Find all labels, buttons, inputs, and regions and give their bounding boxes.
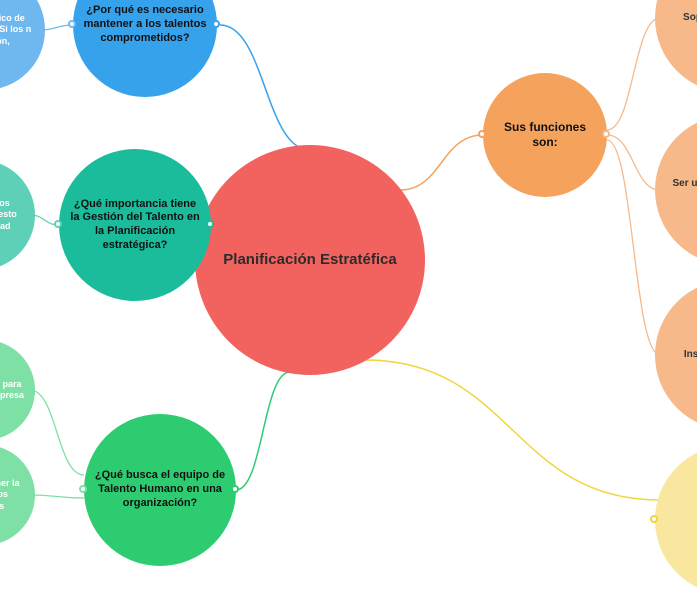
connection-port (212, 20, 220, 28)
connection-port (602, 130, 610, 138)
branch-equipo-child-1[interactable]: mentar y ener la acia de los oradores (0, 445, 35, 545)
connection-port (68, 20, 76, 28)
branch-equipo-child-1-label: mentar y ener la acia de los oradores (0, 478, 25, 512)
branch-funciones-child-0[interactable]: Soporte para la tom (655, 0, 697, 93)
center-node-label: Planificación Estratéfica (223, 251, 396, 270)
connection-port (650, 515, 658, 523)
branch-equipo-child-0[interactable]: rar el HC rio para la idad de la presa (0, 340, 35, 440)
branch-funciones-child-0-label: Soporte para la tom (683, 12, 697, 25)
branch-porque-label: ¿Por qué es necesario mantener a los tal… (83, 4, 207, 45)
branch-porque-child-0-label: dos para tégico de pueda influye Si los … (0, 13, 35, 47)
branch-equipo[interactable]: ¿Qué busca el equipo de Talento Humano e… (84, 414, 236, 566)
connection-port (79, 485, 87, 493)
connection-port (54, 220, 62, 228)
center-node[interactable]: Planificación Estratéfica (195, 145, 425, 375)
branch-porque[interactable]: ¿Por qué es necesario mantener a los tal… (73, 0, 217, 97)
connection-port (478, 130, 486, 138)
branch-importancia-child-0[interactable]: icar las de los iscando que esto mayor o… (0, 160, 35, 270)
branch-importancia[interactable]: ¿Qué importancia tiene la Gestión del Ta… (59, 149, 211, 301)
branch-importancia-child-0-label: icar las de los iscando que esto mayor o… (0, 198, 25, 232)
branch-funciones-child-2-label: Instrumento de mej (684, 349, 697, 362)
branch-porque-child-0[interactable]: dos para tégico de pueda influye Si los … (0, 0, 45, 90)
branch-funciones-label: Sus funciones son: (493, 120, 597, 150)
branch-funciones-child-2[interactable]: Instrumento de mej (655, 280, 697, 430)
branch-mision[interactable]: Misión (655, 445, 697, 595)
branch-funciones[interactable]: Sus funciones son: (483, 73, 607, 197)
branch-equipo-label: ¿Qué busca el equipo de Talento Humano e… (94, 469, 226, 510)
branch-funciones-child-1-label: Ser una base par planes operativo (665, 178, 697, 203)
connection-port (206, 220, 214, 228)
branch-equipo-child-0-label: rar el HC rio para la idad de la presa (0, 379, 25, 402)
branch-funciones-child-1[interactable]: Ser una base par planes operativo (655, 115, 697, 265)
connection-port (231, 485, 239, 493)
branch-importancia-label: ¿Qué importancia tiene la Gestión del Ta… (69, 198, 201, 253)
